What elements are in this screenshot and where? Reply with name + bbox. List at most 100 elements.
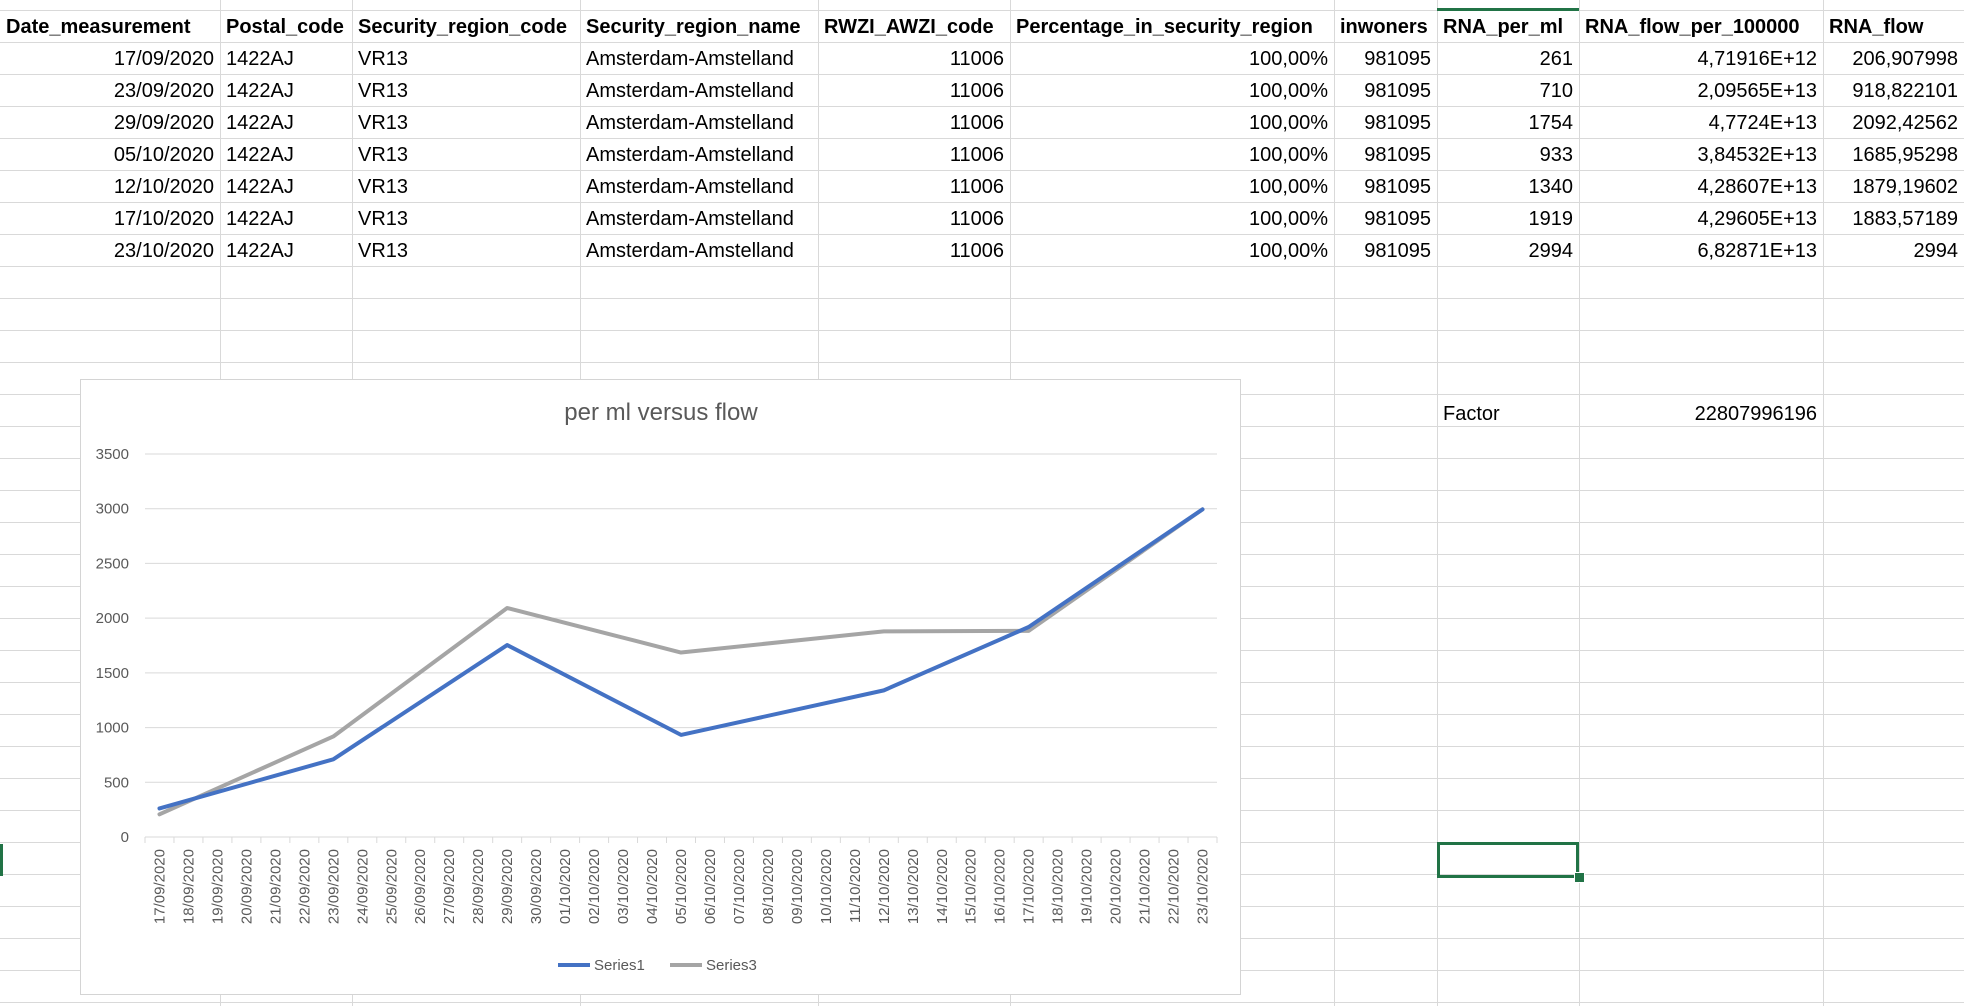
header-cell[interactable]: inwoners [1340, 16, 1428, 38]
data-cell[interactable]: Amsterdam-Amstelland [586, 112, 794, 134]
data-cell[interactable]: 981095 [1364, 176, 1431, 198]
data-cell[interactable]: 2994 [1913, 240, 1959, 262]
header-cell[interactable]: RNA_flow [1829, 16, 1924, 38]
data-cell[interactable]: VR13 [358, 112, 409, 134]
data-cell[interactable]: 100,00% [1249, 48, 1328, 70]
data-cell[interactable]: 1422AJ [226, 240, 294, 262]
factor-value-cell[interactable]: 22807996196 [1694, 403, 1817, 425]
line-chart[interactable]: per ml versus flow 0 500 1000 1500 2000 2500 30… [80, 379, 1241, 995]
data-cell[interactable]: 4,71916E+12 [1697, 48, 1817, 70]
data-cell[interactable]: 17/09/2020 [113, 48, 214, 70]
data-cell[interactable]: Amsterdam-Amstelland [586, 48, 794, 70]
header-cell[interactable]: Postal_code [226, 16, 344, 38]
x-tick-label: 20/09/2020 [238, 849, 255, 924]
data-cell[interactable]: Amsterdam-Amstelland [586, 80, 794, 102]
data-cell[interactable]: 11006 [949, 144, 1004, 166]
data-cell[interactable]: 1422AJ [226, 208, 294, 230]
x-tick-label: 11/10/2020 [847, 849, 864, 923]
data-cell[interactable]: 11006 [949, 208, 1004, 230]
data-cell[interactable]: Amsterdam-Amstelland [586, 176, 794, 198]
data-cell[interactable]: 1422AJ [226, 112, 294, 134]
column-divider[interactable] [1823, 0, 1824, 1006]
data-cell[interactable]: VR13 [358, 176, 409, 198]
data-cell[interactable]: 981095 [1364, 208, 1431, 230]
data-cell[interactable]: 1422AJ [226, 144, 294, 166]
data-cell[interactable]: 100,00% [1249, 144, 1328, 166]
data-cell[interactable]: Amsterdam-Amstelland [586, 144, 794, 166]
data-cell[interactable]: 1340 [1528, 176, 1574, 198]
data-cell[interactable]: 100,00% [1249, 112, 1328, 134]
data-cell[interactable]: 11006 [949, 112, 1004, 134]
data-cell[interactable]: 2994 [1528, 240, 1574, 262]
data-cell[interactable]: 1883,57189 [1852, 208, 1958, 230]
data-cell[interactable]: 11006 [949, 80, 1004, 102]
column-divider[interactable] [1437, 0, 1438, 1006]
data-cell[interactable]: 918,822101 [1852, 80, 1958, 102]
data-cell[interactable]: 29/09/2020 [113, 112, 214, 134]
data-cell[interactable]: 1754 [1528, 112, 1574, 134]
data-cell[interactable]: 05/10/2020 [113, 144, 214, 166]
y-tick-label: 1000 [96, 720, 129, 737]
data-cell[interactable]: 2,09565E+13 [1697, 80, 1817, 102]
data-cell[interactable]: 23/09/2020 [113, 80, 214, 102]
data-cell[interactable]: 261 [1539, 48, 1573, 70]
data-cell[interactable]: 3,84532E+13 [1697, 144, 1817, 166]
header-cell[interactable]: RWZI_AWZI_code [824, 16, 994, 38]
data-cell[interactable]: 11006 [949, 176, 1004, 198]
data-cell[interactable]: VR13 [358, 208, 409, 230]
header-cell[interactable]: RNA_flow_per_100000 [1585, 16, 1800, 38]
data-cell[interactable]: VR13 [358, 144, 409, 166]
data-cell[interactable]: 710 [1539, 80, 1573, 102]
data-cell[interactable]: 100,00% [1249, 208, 1328, 230]
column-divider[interactable] [1579, 0, 1580, 1006]
header-cell[interactable]: Security_region_code [358, 16, 567, 38]
data-cell[interactable]: VR13 [358, 80, 409, 102]
data-cell[interactable]: 1879,19602 [1852, 176, 1958, 198]
header-cell[interactable]: Security_region_name [586, 16, 801, 38]
data-cell[interactable]: 1919 [1528, 208, 1574, 230]
data-cell[interactable]: 981095 [1364, 144, 1431, 166]
data-cell[interactable]: 4,7724E+13 [1708, 112, 1817, 134]
data-cell[interactable]: 12/10/2020 [113, 176, 214, 198]
header-cell[interactable]: RNA_per_ml [1443, 16, 1564, 38]
header-cell[interactable]: Percentage_in_security_region [1016, 16, 1313, 38]
selected-cell[interactable] [1437, 842, 1579, 878]
x-tick-label: 05/10/2020 [673, 849, 690, 924]
data-cell[interactable]: 1422AJ [226, 176, 294, 198]
data-cell[interactable]: 981095 [1364, 112, 1431, 134]
data-cell[interactable]: 100,00% [1249, 176, 1328, 198]
data-cell[interactable]: 100,00% [1249, 240, 1328, 262]
data-cell[interactable]: 981095 [1364, 240, 1431, 262]
x-tick-label: 17/10/2020 [1021, 849, 1038, 924]
column-divider[interactable] [1334, 0, 1335, 1006]
data-cell[interactable]: 11006 [949, 48, 1004, 70]
x-tick-label: 30/09/2020 [528, 849, 545, 924]
data-cell[interactable]: Amsterdam-Amstelland [586, 208, 794, 230]
data-cell[interactable]: 2092,42562 [1852, 112, 1958, 134]
data-cell[interactable]: 11006 [949, 240, 1004, 262]
data-cell[interactable]: Amsterdam-Amstelland [586, 240, 794, 262]
data-cell[interactable]: 23/10/2020 [113, 240, 214, 262]
x-tick-label: 09/10/2020 [789, 849, 806, 924]
data-cell[interactable]: 1422AJ [226, 80, 294, 102]
header-cell[interactable]: Date_measurement [6, 16, 191, 38]
data-cell[interactable]: VR13 [358, 240, 409, 262]
data-cell[interactable]: 981095 [1364, 48, 1431, 70]
x-tick-label: 18/10/2020 [1050, 849, 1067, 924]
data-cell[interactable]: 100,00% [1249, 80, 1328, 102]
data-cell[interactable]: 933 [1539, 144, 1573, 166]
factor-label-cell[interactable]: Factor [1443, 403, 1500, 425]
data-cell[interactable]: 4,29605E+13 [1697, 208, 1817, 230]
data-cell[interactable]: 981095 [1364, 80, 1431, 102]
data-cell[interactable]: 6,82871E+13 [1697, 240, 1817, 262]
data-cell[interactable]: VR13 [358, 48, 409, 70]
data-cell[interactable]: 4,28607E+13 [1697, 176, 1817, 198]
data-cell[interactable]: 1685,95298 [1852, 144, 1958, 166]
data-cell[interactable]: 17/10/2020 [113, 208, 214, 230]
x-tick-label: 02/10/2020 [586, 849, 603, 924]
x-tick-label: 25/09/2020 [383, 849, 400, 924]
data-cell[interactable]: 206,907998 [1852, 48, 1958, 70]
x-tick-label: 15/10/2020 [963, 849, 980, 924]
fill-handle[interactable] [1574, 872, 1585, 883]
data-cell[interactable]: 1422AJ [226, 48, 294, 70]
